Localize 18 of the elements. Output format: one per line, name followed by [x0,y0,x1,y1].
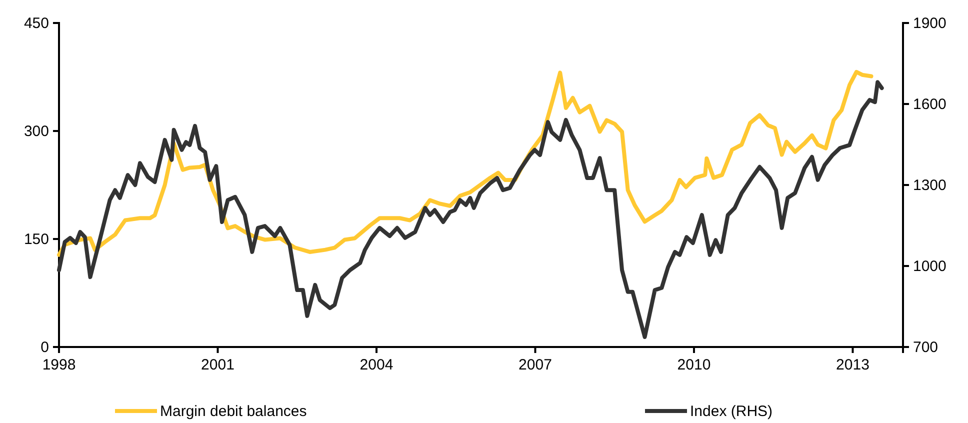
line-series [57,80,884,340]
y2-tick-label: 700 [913,338,938,356]
y2-tick-label: 1600 [913,96,946,113]
y-tick-label: 300 [24,122,49,140]
y2-tick-label: 1300 [913,176,946,194]
x-tick-label: 2007 [518,356,552,374]
x-tick-label: 2001 [201,356,234,374]
y2-tick-label: 1900 [913,14,946,32]
y-tick-label: 450 [24,14,49,32]
x-tick-label: 2010 [677,356,711,374]
legend-label: Index (RHS) [690,403,773,420]
x-tick-label: 2004 [360,356,394,374]
legend-label: Margin debit balances [160,403,307,420]
y2-tick-label: 1000 [913,258,946,275]
y-tick-label: 0 [40,338,49,356]
x-tick-label: 1998 [42,356,76,374]
y-tick-label: 150 [24,230,49,248]
x-tick-label: 2013 [836,356,870,374]
